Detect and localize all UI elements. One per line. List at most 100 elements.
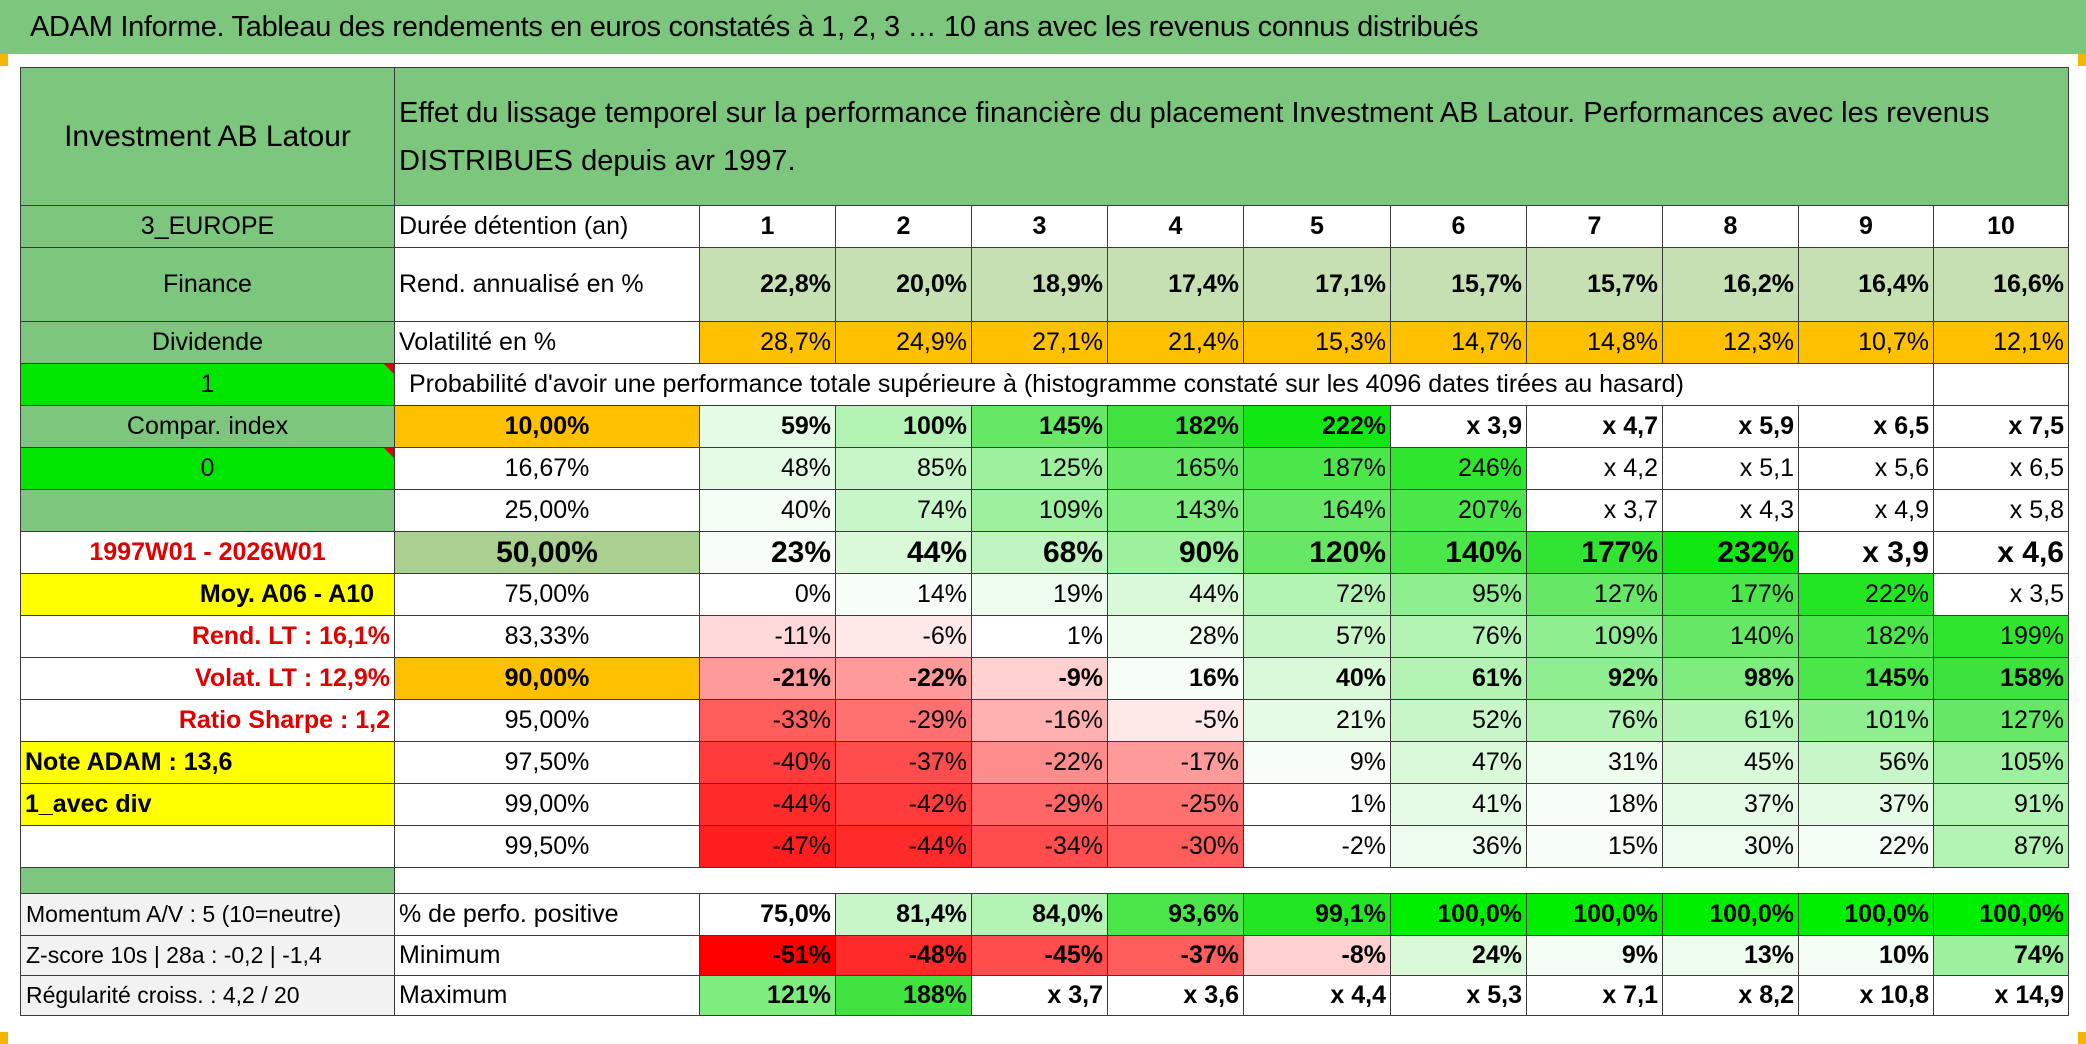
prob-title: Probabilité d'avoir une performance tota…	[394, 363, 1934, 406]
prob-value: 76%	[1526, 699, 1663, 742]
prob-value: 232%	[1662, 531, 1799, 574]
year-header: 5	[1243, 205, 1391, 248]
prob-value: 109%	[971, 489, 1108, 532]
sharpe-label: Ratio Sharpe : 1,2	[20, 699, 395, 742]
year-header: 10	[1933, 205, 2069, 248]
volat-value: 24,9%	[835, 321, 972, 364]
prob-value: 45%	[1662, 741, 1799, 784]
prob-value: 1%	[971, 615, 1108, 658]
prob-value: x 6,5	[1798, 405, 1934, 448]
prob-value: x 5,1	[1662, 447, 1799, 490]
momentum-label: Momentum A/V : 5 (10=neutre)	[20, 893, 395, 936]
prob-value: x 5,9	[1662, 405, 1799, 448]
prob-value: -34%	[971, 825, 1108, 868]
stat-value: 10%	[1798, 935, 1934, 976]
prob-value: 59%	[699, 405, 836, 448]
prob-value: 125%	[971, 447, 1108, 490]
prob-value: x 5,6	[1798, 447, 1934, 490]
empty-green-cell	[20, 489, 395, 532]
prob-threshold: 16,67%	[394, 447, 700, 490]
stat-value: 100,0%	[1390, 893, 1527, 936]
stat-value: -45%	[971, 935, 1108, 976]
prob-value: -42%	[835, 783, 972, 826]
prob-threshold: 75,00%	[394, 573, 700, 616]
prob-value: 48%	[699, 447, 836, 490]
rend-label: Rend. annualisé en %	[394, 247, 700, 322]
prob-threshold: 50,00%	[394, 531, 700, 574]
prob-value: 52%	[1390, 699, 1527, 742]
zscore-label: Z-score 10s | 28a : -0,2 | -1,4	[20, 935, 395, 976]
prob-value: 100%	[835, 405, 972, 448]
input-cell-0[interactable]: 0	[20, 447, 395, 490]
stat-value: 99,1%	[1243, 893, 1391, 936]
prob-value: -11%	[699, 615, 836, 658]
prob-value: 222%	[1798, 573, 1934, 616]
prob-value: -21%	[699, 657, 836, 700]
prob-value: x 3,9	[1390, 405, 1527, 448]
rend-value: 17,4%	[1107, 247, 1244, 322]
stat-label: Maximum	[394, 975, 700, 1016]
prob-value: -22%	[971, 741, 1108, 784]
note-label: Note ADAM : 13,6	[20, 741, 395, 784]
stat-value: x 5,3	[1390, 975, 1527, 1016]
prob-value: 36%	[1390, 825, 1527, 868]
prob-value: 41%	[1390, 783, 1527, 826]
prob-value: 15%	[1526, 825, 1663, 868]
prob-value: 140%	[1390, 531, 1527, 574]
prob-value: 16%	[1107, 657, 1244, 700]
prob-threshold: 97,50%	[394, 741, 700, 784]
type-label: Dividende	[20, 321, 395, 364]
prob-value: 44%	[1107, 573, 1244, 616]
prob-value: 56%	[1798, 741, 1934, 784]
prob-threshold: 95,00%	[394, 699, 700, 742]
stat-value: 188%	[835, 975, 972, 1016]
stat-value: x 3,7	[971, 975, 1108, 1016]
prob-value: 222%	[1243, 405, 1391, 448]
stat-value: 75,0%	[699, 893, 836, 936]
volat-value: 14,8%	[1526, 321, 1663, 364]
duration-label: Durée détention (an)	[394, 205, 700, 248]
rend-lt-label: Rend. LT : 16,1%	[20, 615, 395, 658]
prob-value: 177%	[1526, 531, 1663, 574]
corner-marker	[0, 54, 8, 66]
prob-value: 187%	[1243, 447, 1391, 490]
prob-value: 1%	[1243, 783, 1391, 826]
prob-value: 0%	[699, 573, 836, 616]
prob-value: 199%	[1933, 615, 2069, 658]
stat-value: 13%	[1662, 935, 1799, 976]
stat-value: 84,0%	[971, 893, 1108, 936]
prob-value: 98%	[1662, 657, 1799, 700]
stat-value: 93,6%	[1107, 893, 1244, 936]
stat-value: 81,4%	[835, 893, 972, 936]
prob-value: -2%	[1243, 825, 1391, 868]
prob-value: 57%	[1243, 615, 1391, 658]
prob-value: 30%	[1662, 825, 1799, 868]
prob-value: 40%	[1243, 657, 1391, 700]
prob-value: 31%	[1526, 741, 1663, 784]
prob-value: 246%	[1390, 447, 1527, 490]
stat-value: x 3,6	[1107, 975, 1244, 1016]
stat-value: 121%	[699, 975, 836, 1016]
prob-value: 28%	[1107, 615, 1244, 658]
prob-value: 74%	[835, 489, 972, 532]
input-cell-1[interactable]: 1	[20, 363, 395, 406]
region-label: 3_EUROPE	[20, 205, 395, 248]
prob-value: x 3,9	[1798, 531, 1934, 574]
prob-value: 90%	[1107, 531, 1244, 574]
prob-value: 22%	[1798, 825, 1934, 868]
stat-value: 100,0%	[1798, 893, 1934, 936]
prob-value: 127%	[1933, 699, 2069, 742]
prob-value: -25%	[1107, 783, 1244, 826]
compar-index-label: Compar. index	[20, 405, 395, 448]
moy-label: Moy. A06 - A10	[20, 573, 395, 616]
prob-value: 19%	[971, 573, 1108, 616]
volat-value: 15,3%	[1243, 321, 1391, 364]
prob-threshold: 83,33%	[394, 615, 700, 658]
year-header: 8	[1662, 205, 1799, 248]
prob-value: -40%	[699, 741, 836, 784]
year-header: 6	[1390, 205, 1527, 248]
rend-value: 18,9%	[971, 247, 1108, 322]
stat-value: 24%	[1390, 935, 1527, 976]
volat-value: 12,1%	[1933, 321, 2069, 364]
stat-value: 100,0%	[1526, 893, 1663, 936]
